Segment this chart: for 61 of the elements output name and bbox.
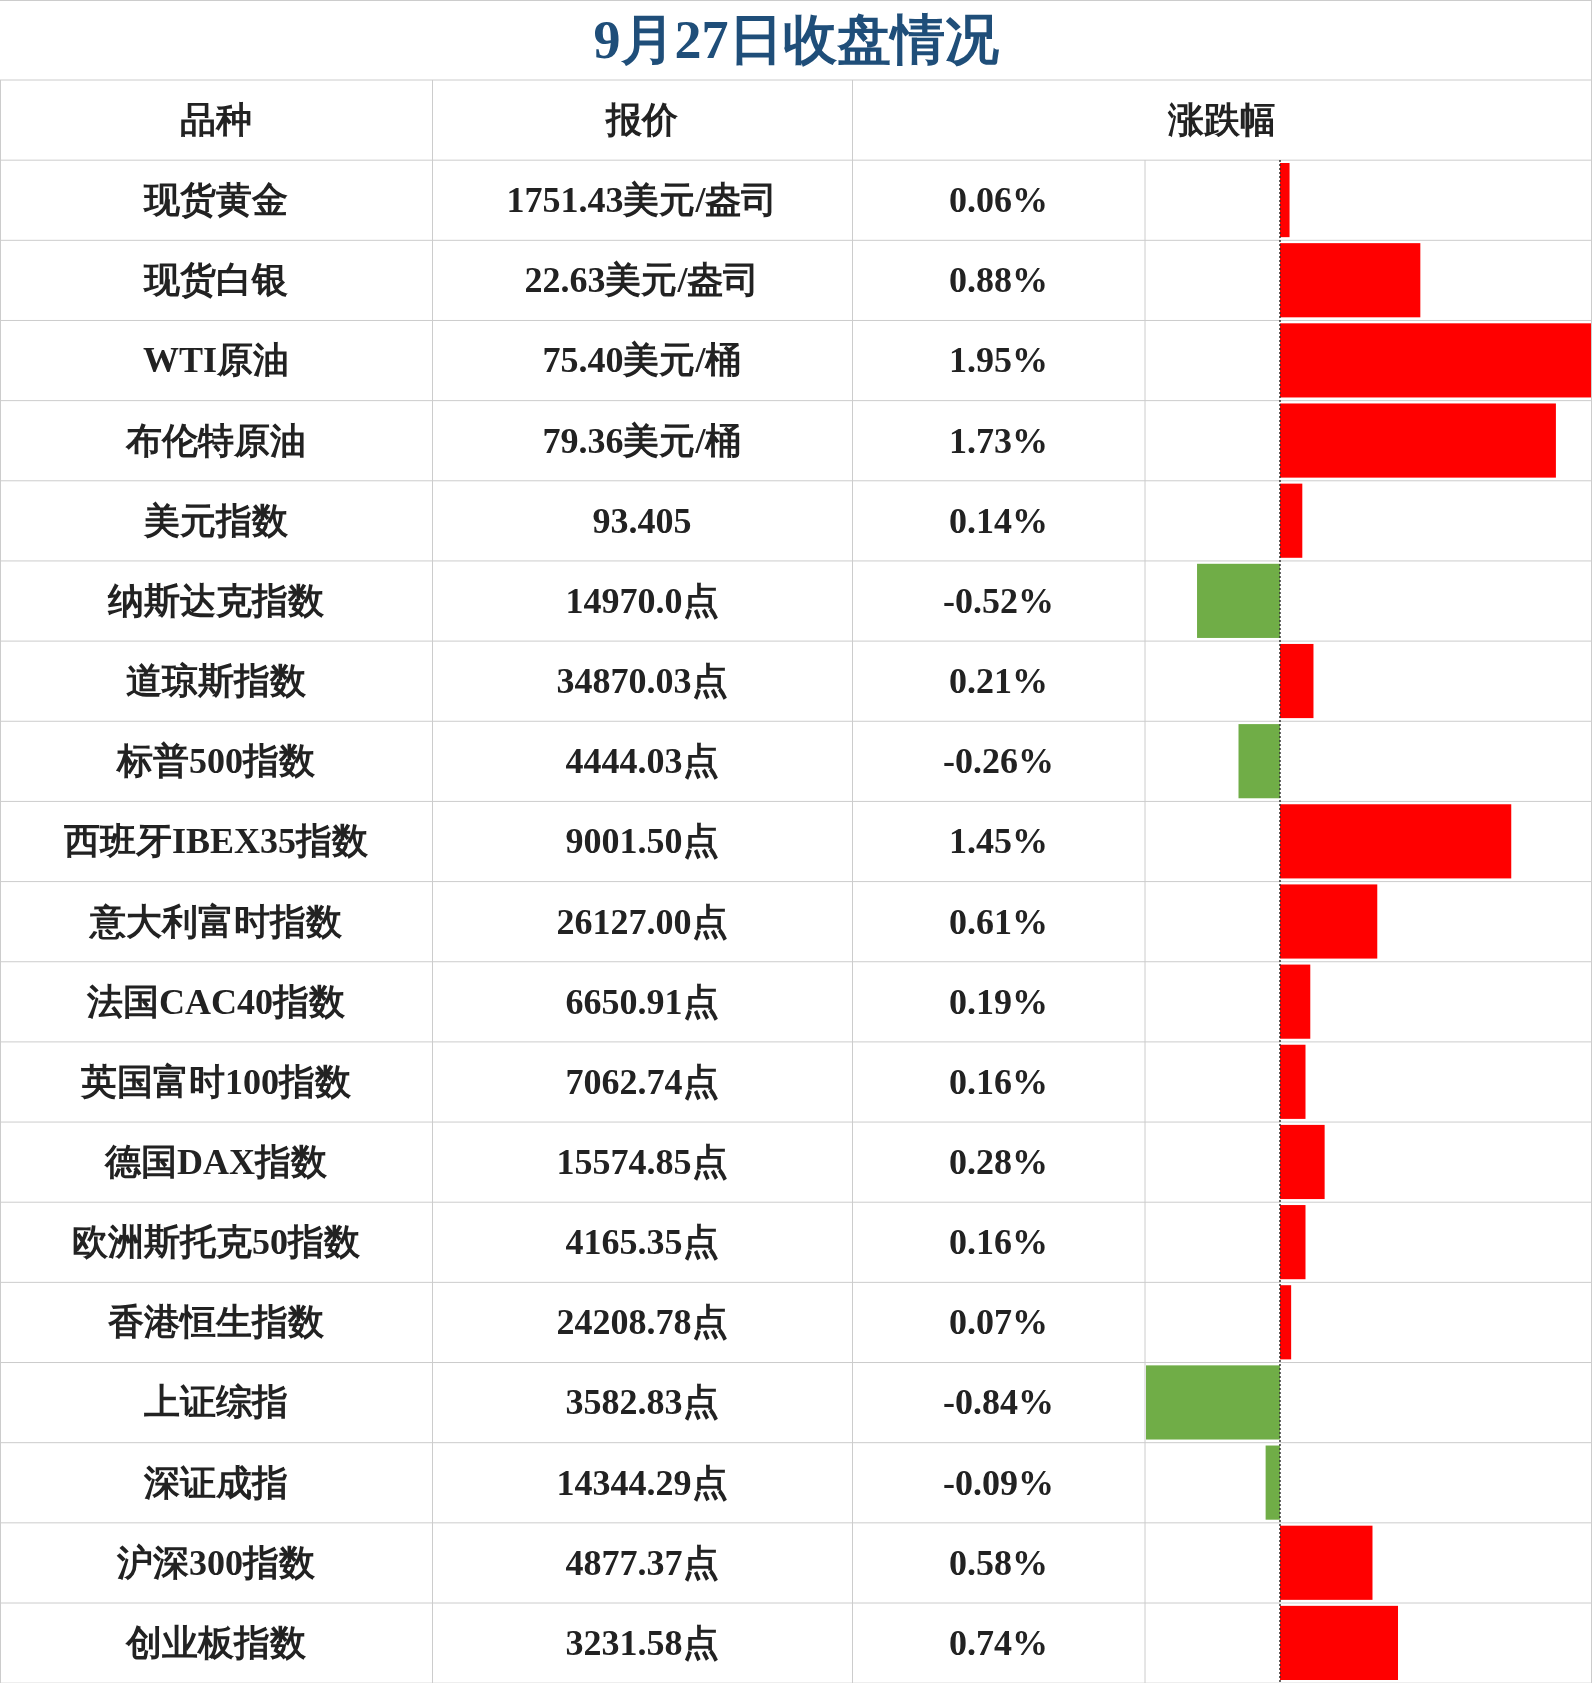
y-tick-label: 上证综指 bbox=[144, 1382, 288, 1423]
text: 22.63美元/盎司 bbox=[524, 260, 760, 301]
data-label: 0.61% bbox=[949, 901, 1048, 942]
y-tick-label: 布伦特原油 bbox=[125, 420, 306, 461]
text: 7062.74点 bbox=[565, 1061, 719, 1102]
text: 6650.91点 bbox=[565, 981, 719, 1022]
y-tick-label: 英国富时100指数 bbox=[80, 1061, 352, 1102]
y-tick-label: 德国DAX指数 bbox=[104, 1141, 328, 1182]
data-label: 0.88% bbox=[949, 260, 1048, 301]
data-label: 1.45% bbox=[949, 821, 1048, 862]
y-tick-label: 西班牙IBEX35指数 bbox=[62, 821, 370, 862]
y-tick-label: 创业板指数 bbox=[125, 1622, 307, 1663]
data-label: 0.74% bbox=[949, 1622, 1048, 1663]
data-label: 0.21% bbox=[949, 661, 1048, 702]
data-label: 0.16% bbox=[949, 1222, 1048, 1263]
text: 报价 bbox=[604, 100, 678, 140]
y-tick-label: 标普500指数 bbox=[115, 741, 316, 782]
text: 14970.0点 bbox=[565, 580, 719, 621]
data-label: 1.73% bbox=[949, 420, 1048, 461]
text: 4444.03点 bbox=[565, 741, 719, 782]
y-tick-label: 法国CAC40指数 bbox=[86, 981, 346, 1022]
text: 9001.50点 bbox=[565, 821, 719, 862]
chart-title: 9月27日收盘情况 bbox=[593, 10, 999, 70]
y-tick-label: 意大利富时指数 bbox=[88, 901, 343, 942]
x-axis-title: 涨跌幅 bbox=[1167, 100, 1276, 140]
text: 4165.35点 bbox=[565, 1222, 719, 1263]
text: 3582.83点 bbox=[565, 1382, 719, 1423]
data-label: 0.16% bbox=[949, 1061, 1048, 1102]
y-tick-label: 香港恒生指数 bbox=[107, 1302, 325, 1343]
y-tick-label: 深证成指 bbox=[143, 1462, 288, 1503]
text: 15574.85点 bbox=[556, 1141, 728, 1182]
data-label: -0.84% bbox=[943, 1382, 1054, 1423]
text: 93.405 bbox=[592, 500, 692, 541]
data-label: 0.14% bbox=[949, 500, 1048, 541]
text: 14344.29点 bbox=[556, 1462, 728, 1503]
data-label: 0.19% bbox=[949, 981, 1048, 1022]
y-tick-label: 现货白银 bbox=[142, 260, 288, 301]
text: 26127.00点 bbox=[556, 901, 728, 942]
text: 24208.78点 bbox=[556, 1302, 728, 1343]
y-tick-label: WTI原油 bbox=[142, 340, 290, 381]
data-label: -0.52% bbox=[943, 580, 1054, 621]
data-label: 0.06% bbox=[949, 180, 1048, 221]
data-label: 0.28% bbox=[949, 1141, 1048, 1182]
data-label: 0.07% bbox=[949, 1302, 1048, 1343]
text: 75.40美元/桶 bbox=[542, 340, 742, 381]
data-label: -0.09% bbox=[943, 1462, 1054, 1503]
data-label: 1.95% bbox=[949, 340, 1048, 381]
y-axis-title: 品种 bbox=[180, 100, 252, 140]
data-label: 0.58% bbox=[949, 1542, 1048, 1583]
y-tick-label: 现货黄金 bbox=[142, 180, 288, 221]
y-tick-label: 美元指数 bbox=[143, 500, 289, 541]
y-tick-label: 纳斯达克指数 bbox=[107, 580, 325, 621]
y-tick-label: 沪深300指数 bbox=[116, 1542, 316, 1583]
text: 3231.58点 bbox=[565, 1622, 719, 1663]
text: 34870.03点 bbox=[556, 661, 728, 702]
text: 1751.43美元/盎司 bbox=[506, 180, 778, 221]
y-tick-label: 道琼斯指数 bbox=[126, 661, 307, 702]
y-tick-label: 欧洲斯托克50指数 bbox=[72, 1222, 361, 1263]
data-label: -0.26% bbox=[943, 741, 1054, 782]
text: 4877.37点 bbox=[565, 1542, 719, 1583]
text: 79.36美元/桶 bbox=[542, 420, 742, 461]
